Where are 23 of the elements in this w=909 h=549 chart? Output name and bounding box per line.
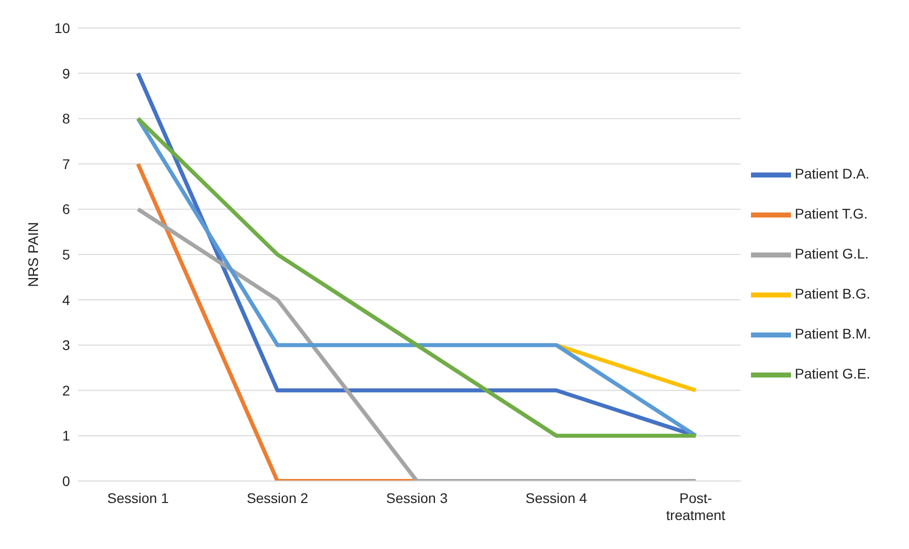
legend-label: Patient T.G.	[794, 205, 868, 222]
x-tick-label: Session 4	[526, 490, 588, 506]
y-tick-label: 8	[62, 110, 70, 127]
y-tick-label: 3	[62, 337, 70, 354]
x-tick-label: Session 1	[107, 490, 169, 506]
y-tick-label: 0	[62, 472, 70, 489]
legend-label: Patient B.G.	[794, 285, 870, 302]
y-tick-label: 4	[62, 292, 70, 308]
y-tick-label: 6	[62, 201, 70, 218]
legend-label: Patient D.A.	[794, 165, 870, 182]
y-tick-label: 2	[62, 382, 70, 398]
x-tick-label: Post-treatment	[666, 490, 726, 523]
legend-label: Patient G.E.	[794, 365, 870, 382]
y-tick-label: 10	[54, 20, 70, 36]
x-tick-label: Session 3	[386, 490, 448, 506]
x-tick-label: Session 2	[246, 490, 308, 506]
y-tick-label: 7	[62, 156, 70, 172]
y-axis-title: NRS PAIN	[24, 222, 41, 288]
legend-label: Patient B.M.	[794, 325, 871, 342]
y-tick-label: 5	[62, 246, 70, 262]
y-tick-label: 1	[62, 428, 70, 444]
y-tick-label: 9	[62, 65, 70, 82]
legend-label: Patient G.L.	[794, 245, 869, 262]
